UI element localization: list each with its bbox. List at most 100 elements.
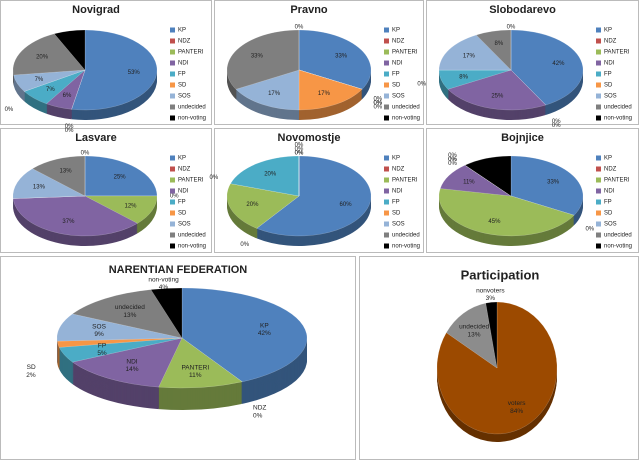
slice: [12, 168, 86, 199]
legend-swatch: [596, 243, 601, 249]
legend-swatch: [596, 199, 601, 205]
legend-swatch: [170, 93, 175, 99]
chart-title: Lasvare: [75, 132, 117, 144]
legend-swatch: [596, 93, 601, 99]
value-label: 0%: [552, 119, 561, 125]
slice: [438, 69, 512, 90]
legend-swatch: [170, 199, 175, 205]
legend-label: FP: [604, 200, 612, 206]
value-label: 5%: [97, 350, 107, 357]
legend-swatch: [170, 232, 175, 238]
legend-swatch: [596, 188, 601, 194]
chart-title: Novigrad: [72, 4, 120, 16]
category-label: nonvoters: [476, 287, 505, 294]
slice: [56, 337, 183, 348]
value-label: 17%: [463, 54, 476, 60]
slice: [510, 29, 584, 106]
legend-label: SD: [604, 211, 613, 217]
slice: [24, 69, 86, 92]
value-label: 0%: [373, 96, 382, 102]
legend-label: KP: [178, 156, 186, 162]
slice: [12, 33, 86, 76]
value-label: 0%: [295, 24, 304, 30]
legend-label: SOS: [392, 222, 405, 228]
legend-swatch: [384, 177, 389, 183]
legend-swatch: [384, 93, 389, 99]
legend-swatch: [596, 49, 601, 55]
slice: [13, 195, 86, 199]
slice: [150, 287, 183, 339]
legend-label: KP: [604, 156, 612, 162]
category-label: undecided: [115, 304, 145, 311]
slice: [226, 183, 300, 229]
value-label: 3%: [486, 295, 496, 302]
legend-label: NDZ: [604, 39, 617, 45]
slice: [71, 289, 183, 339]
legend-label: FP: [392, 200, 400, 206]
legend-swatch: [596, 38, 601, 44]
slice: [226, 29, 300, 90]
value-label: 0%: [448, 157, 457, 163]
value-label: 45%: [488, 219, 501, 225]
legend-swatch: [596, 221, 601, 227]
value-label: 0%: [210, 175, 219, 181]
value-label: 0%: [373, 104, 382, 110]
value-label: 13%: [60, 169, 73, 175]
value-label: 33%: [547, 180, 560, 186]
legend-swatch: [170, 210, 175, 216]
value-label: 0%: [5, 107, 14, 113]
legend-label: non-voting: [604, 116, 632, 122]
legend-label: SOS: [178, 94, 191, 100]
value-label: 6%: [63, 93, 72, 99]
legend-swatch: [170, 38, 175, 44]
chart-title: Slobodarevo: [489, 4, 556, 16]
chart-title: Bojnjice: [501, 132, 544, 144]
value-label: 13%: [33, 184, 46, 190]
value-label: 17%: [268, 91, 281, 97]
legend-swatch: [384, 104, 389, 110]
legend-swatch: [384, 60, 389, 66]
legend-swatch: [170, 177, 175, 183]
value-label: 25%: [491, 94, 504, 100]
category-label: SD: [27, 364, 36, 371]
value-label: 7%: [35, 77, 44, 83]
legend-swatch: [596, 232, 601, 238]
legend-label: SOS: [604, 94, 617, 100]
slice: [181, 337, 243, 383]
legend-swatch: [384, 232, 389, 238]
legend-label: non-voting: [178, 244, 206, 250]
category-label: FP: [98, 342, 106, 349]
legend-swatch: [170, 49, 175, 55]
slice: [438, 34, 512, 71]
chart-title: NARENTIAN FEDERATION: [109, 264, 248, 276]
legend-swatch: [170, 221, 175, 227]
legend-label: undecided: [178, 105, 206, 111]
value-label: 0%: [295, 150, 304, 156]
slice: [84, 195, 158, 224]
legend-label: FP: [178, 72, 186, 78]
legend-swatch: [170, 115, 175, 121]
value-label: 20%: [246, 202, 259, 208]
legend-swatch: [170, 188, 175, 194]
legend-swatch: [596, 177, 601, 183]
legend-swatch: [596, 155, 601, 161]
value-label: 0%: [240, 242, 249, 248]
slice: [71, 29, 158, 111]
slice: [256, 155, 372, 237]
legend-label: PANTERI: [392, 50, 418, 56]
legend-swatch: [384, 49, 389, 55]
value-label: 0%: [552, 123, 561, 129]
category-label: KP: [260, 322, 269, 329]
value-label: 0%: [373, 100, 382, 106]
legend-swatch: [596, 60, 601, 66]
slice: [56, 313, 183, 342]
slice: [439, 164, 512, 197]
value-label: 20%: [264, 172, 277, 178]
legend-label: undecided: [604, 233, 632, 239]
slice: [438, 188, 575, 237]
slice: [230, 155, 300, 197]
value-label: 14%: [126, 366, 139, 373]
legend-label: SD: [392, 83, 401, 89]
legend-label: FP: [178, 200, 186, 206]
legend-swatch: [596, 71, 601, 77]
